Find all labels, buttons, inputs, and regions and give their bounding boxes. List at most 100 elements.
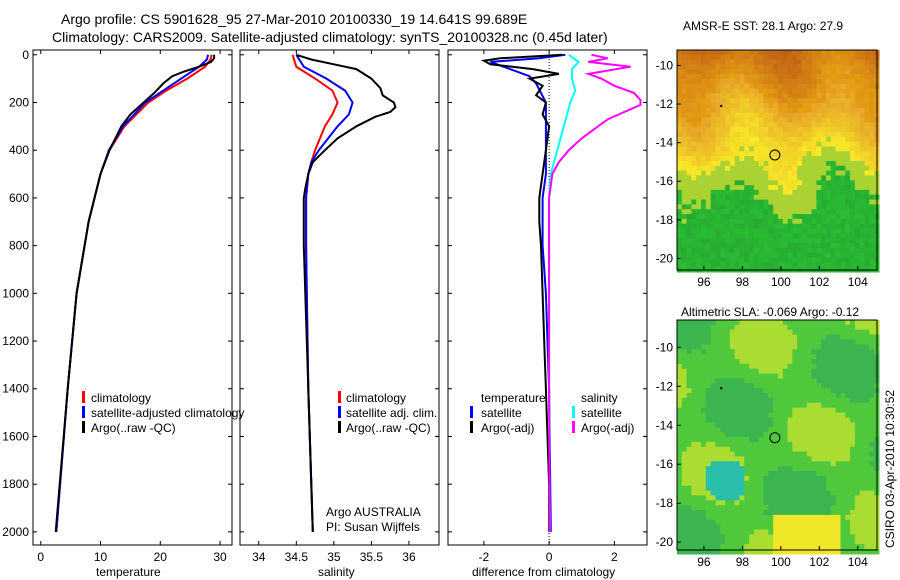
legend-swatch-argo xyxy=(338,421,341,433)
x-tick-label: 102 xyxy=(809,275,829,289)
x-tick-label: -2 xyxy=(479,550,490,564)
sla-map-panel: 96 98 100 102 104 -10 -12 -14 -16 -18 -20 xyxy=(656,319,880,569)
legend-label: Argo(-adj) xyxy=(581,421,634,435)
y-tick-label: -16 xyxy=(656,457,674,471)
x-tick-label: 10 xyxy=(94,550,108,564)
x-tick-label: 96 xyxy=(697,555,711,569)
y-tick-label: 0 xyxy=(22,48,29,62)
y-tick-label: -12 xyxy=(656,97,674,111)
legend-label: Argo(..raw -QC) xyxy=(346,421,431,435)
salinity-axes-box xyxy=(239,49,440,546)
legend-label: Argo(-adj) xyxy=(481,421,534,435)
sla-map-title: Altimetric SLA: -0.069 Argo: -0.12 xyxy=(681,305,859,319)
series-line-argo-raw-qc- xyxy=(54,54,216,532)
legend-label: climatology xyxy=(91,391,151,405)
difference-panel: -2 0 2 xyxy=(447,49,648,564)
y-tick-label: 1800 xyxy=(2,477,29,491)
y-tick-label: 600 xyxy=(9,191,29,205)
salinity-annotation-line1: Argo AUSTRALIA xyxy=(326,505,421,519)
sla-map-axes-box xyxy=(676,319,878,551)
y-tick-label: -14 xyxy=(656,418,674,432)
legend-label: satellite xyxy=(481,406,522,420)
salinity-legend: climatology satellite adj. clim. Argo(..… xyxy=(338,391,437,435)
x-tick-label: 35.5 xyxy=(360,550,384,564)
x-tick-label: 98 xyxy=(736,555,750,569)
sla-map-field xyxy=(677,320,880,555)
y-tick-label: 2000 xyxy=(2,525,29,539)
x-tick-label: 20 xyxy=(154,550,168,564)
legend-swatch-argo xyxy=(82,421,85,433)
legend-label: climatology xyxy=(346,391,406,405)
legend-title-salinity: salinity xyxy=(581,391,618,405)
previous-position-marker xyxy=(720,387,723,390)
legend-swatch-sal-argo xyxy=(572,421,575,433)
y-tick-label: 1600 xyxy=(2,429,29,443)
x-tick-label: 0 xyxy=(546,550,553,564)
x-tick-label: 2 xyxy=(611,550,618,564)
sst-map-panel: 96 98 100 102 104 -10 -12 -14 -16 -18 -20 xyxy=(656,49,880,289)
temperature-panel: 0 10 20 30 0 200 400 600 800 1000 1200 1400 1600 1800… xyxy=(2,48,233,564)
figure-title-line1: Argo profile: CS 5901628_95 27-Mar-2010 … xyxy=(61,11,527,27)
legend-swatch-climatology xyxy=(82,391,85,403)
temperature-axes-box xyxy=(32,49,233,546)
y-tick-label: -18 xyxy=(656,496,674,510)
legend-swatch-temp-argo xyxy=(470,421,473,433)
x-tick-label: 100 xyxy=(771,275,791,289)
x-tick-label: 104 xyxy=(848,275,868,289)
legend-swatch-sal-satellite xyxy=(572,406,575,418)
y-tick-label: 1200 xyxy=(2,334,29,348)
x-tick-label: 34.5 xyxy=(285,550,309,564)
y-tick-label: 200 xyxy=(9,95,29,109)
sst-map-field xyxy=(677,50,880,273)
legend-label: satellite-adjusted climatology xyxy=(91,406,244,420)
figure-title-line2: Climatology: CARS2009. Satellite-adjuste… xyxy=(52,29,608,45)
x-tick-label: 30 xyxy=(213,550,227,564)
x-tick-label: 0 xyxy=(37,550,44,564)
y-tick-label: -10 xyxy=(656,58,674,72)
y-tick-label: 1400 xyxy=(2,382,29,396)
x-tick-label: 35 xyxy=(327,550,341,564)
series-line-satellite-adj-clim- xyxy=(295,54,354,532)
salinity-panel: 34 34.5 35 35.5 36 xyxy=(239,49,440,564)
y-tick-label: -12 xyxy=(656,379,674,393)
difference-legend: temperature satellite Argo(-adj) salinit… xyxy=(470,391,634,435)
argo-position-marker xyxy=(769,432,781,444)
sst-map-axes-box xyxy=(676,49,878,271)
y-tick-label: -16 xyxy=(656,174,674,188)
legend-label: satellite adj. clim. xyxy=(346,406,437,420)
x-tick-label: 98 xyxy=(736,275,750,289)
y-tick-label: 1000 xyxy=(2,286,29,300)
difference-xlabel: difference from climatology xyxy=(472,565,615,579)
y-tick-label: -10 xyxy=(656,340,674,354)
x-tick-label: 100 xyxy=(771,555,791,569)
footer-stamp: CSIRO 03-Apr-2010 10:30:52 xyxy=(883,390,897,548)
temperature-xlabel: temperature xyxy=(96,565,161,579)
x-tick-label: 96 xyxy=(697,275,711,289)
previous-position-marker xyxy=(720,104,723,108)
legend-swatch-climatology xyxy=(338,391,341,403)
y-tick-label: 800 xyxy=(9,239,29,253)
x-tick-label: 34 xyxy=(252,550,266,564)
salinity-annotation-line2: PI: Susan Wijffels xyxy=(326,520,420,534)
y-tick-label: -20 xyxy=(656,535,674,549)
argo-position-marker xyxy=(769,149,781,161)
y-tick-label: -18 xyxy=(656,213,674,227)
temperature-legend: climatology satellite-adjusted climatolo… xyxy=(82,391,244,435)
salinity-xlabel: salinity xyxy=(318,565,355,579)
legend-title-temperature: temperature xyxy=(481,391,546,405)
legend-swatch-satellite xyxy=(338,406,341,418)
y-tick-label: 400 xyxy=(9,143,29,157)
series-line-temperature-argo-adj- xyxy=(480,53,563,532)
x-tick-label: 102 xyxy=(809,555,829,569)
legend-label: satellite xyxy=(581,406,622,420)
x-tick-label: 36 xyxy=(402,550,416,564)
legend-swatch-temp-satellite xyxy=(470,406,473,418)
legend-label: Argo(..raw -QC) xyxy=(91,421,176,435)
series-line-salinity-argo-adj- xyxy=(548,53,642,532)
y-tick-label: -20 xyxy=(656,251,674,265)
legend-swatch-satellite xyxy=(82,406,85,418)
x-tick-label: 104 xyxy=(848,555,868,569)
y-tick-label: -14 xyxy=(656,136,674,150)
